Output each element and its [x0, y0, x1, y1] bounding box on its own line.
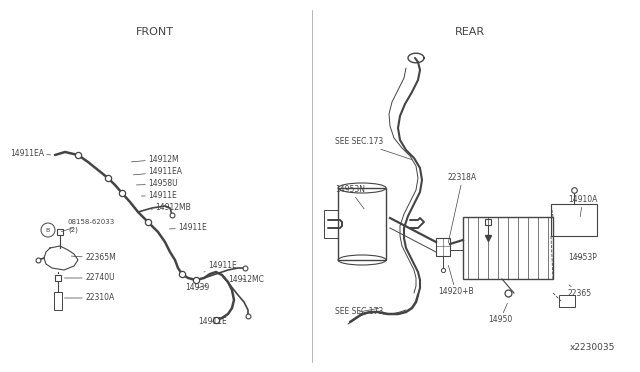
Text: REAR: REAR: [455, 27, 485, 37]
Text: 14912MC: 14912MC: [228, 276, 264, 285]
Text: 14911EA: 14911EA: [133, 167, 182, 176]
Bar: [559, 295, 575, 307]
Text: 14950: 14950: [488, 303, 512, 324]
Text: 08158-62033: 08158-62033: [61, 219, 115, 232]
Text: FRONT: FRONT: [136, 27, 174, 37]
Text: 14953P: 14953P: [568, 253, 597, 263]
Text: 14920+B: 14920+B: [438, 265, 474, 296]
Text: 22310A: 22310A: [65, 294, 115, 302]
Bar: [463, 217, 553, 279]
Text: 22318A: 22318A: [448, 173, 477, 243]
Text: (2): (2): [68, 227, 78, 233]
Bar: [436, 238, 450, 256]
Text: 14911E: 14911E: [141, 192, 177, 201]
Text: 14912M: 14912M: [131, 154, 179, 164]
Text: 22365M: 22365M: [72, 253, 116, 263]
Text: 14953N: 14953N: [335, 186, 365, 209]
Text: x2230035: x2230035: [570, 343, 615, 353]
Text: 14911E: 14911E: [204, 262, 237, 272]
Text: 14912MB: 14912MB: [152, 203, 191, 212]
Bar: [551, 204, 597, 236]
Text: 22365: 22365: [568, 285, 592, 298]
Text: 14958U: 14958U: [136, 180, 178, 189]
Bar: [338, 188, 386, 260]
Text: 14911E: 14911E: [198, 317, 227, 327]
Text: 22740U: 22740U: [65, 273, 115, 282]
Text: 14939: 14939: [185, 283, 209, 292]
Bar: [54, 292, 62, 310]
Text: B: B: [46, 228, 50, 232]
Text: SEE SEC.173: SEE SEC.173: [335, 138, 412, 160]
Text: 14910A: 14910A: [568, 196, 597, 217]
Text: 14911E: 14911E: [170, 224, 207, 232]
Text: 14911EA: 14911EA: [10, 148, 51, 157]
Text: SEE SEC.173: SEE SEC.173: [335, 308, 383, 317]
Bar: [324, 210, 338, 238]
